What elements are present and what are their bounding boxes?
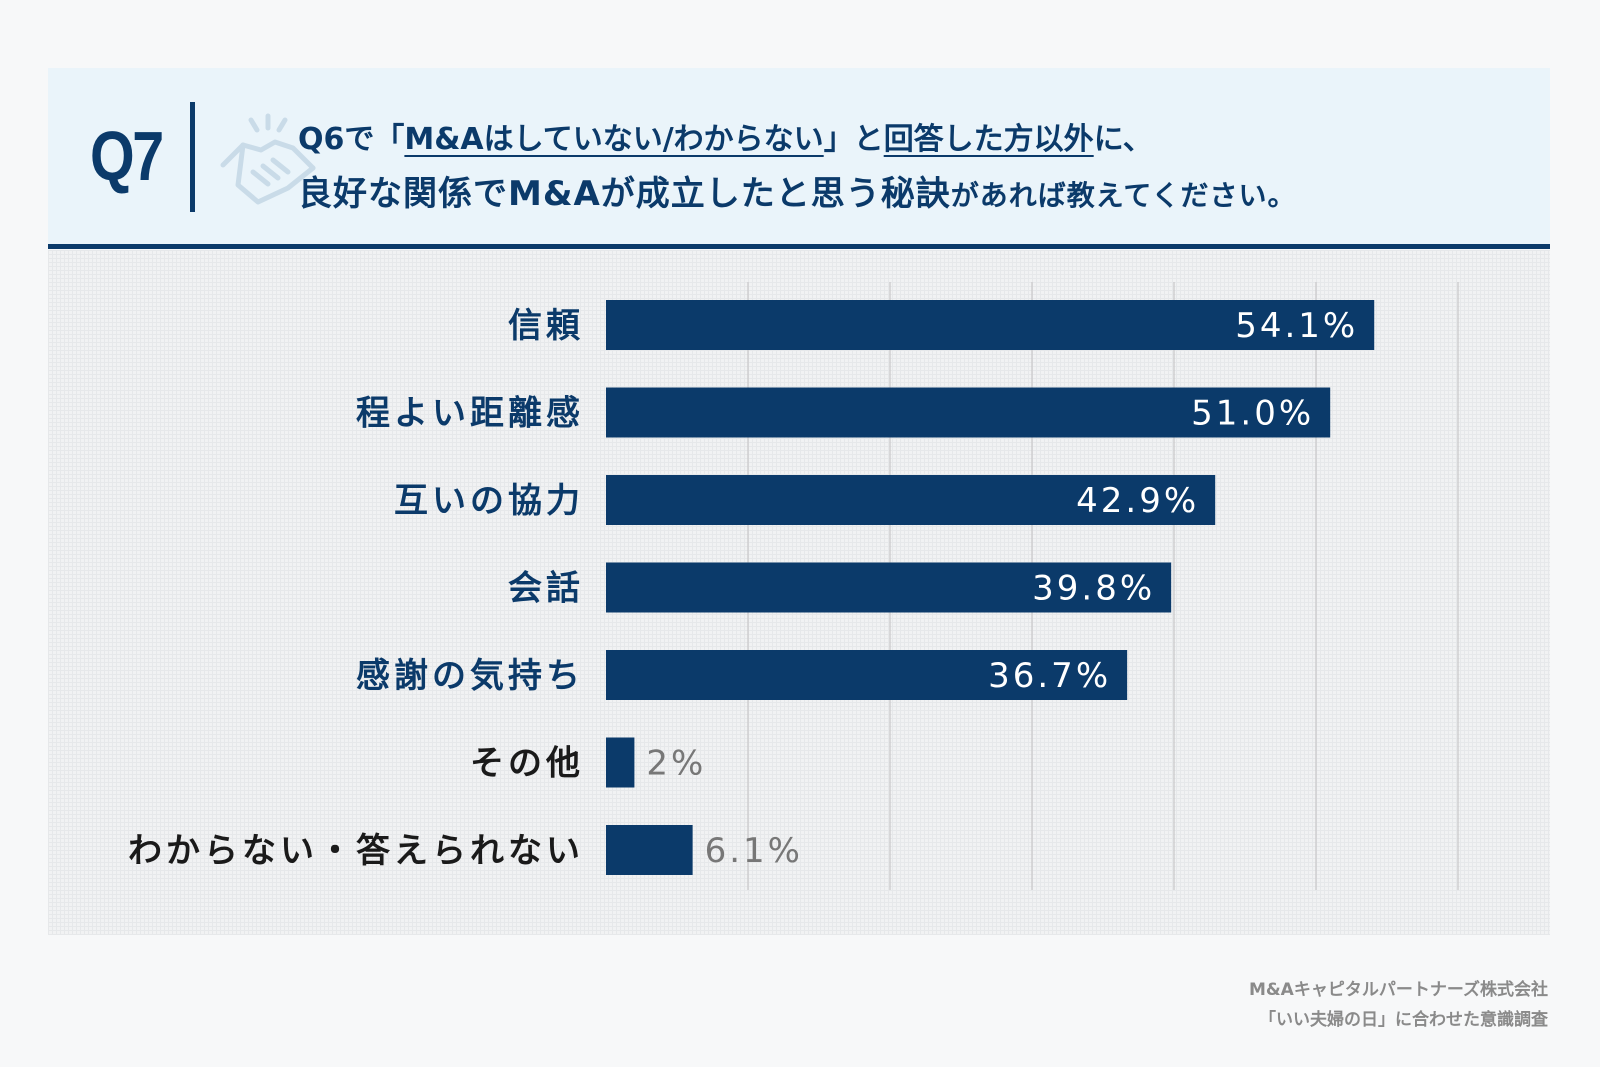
source-note: M&Aキャピタルパートナーズ株式会社 「いい夫婦の日」に合わせた意識調査 bbox=[1249, 975, 1548, 1035]
question-line-1-prefix: Q6で「 bbox=[298, 122, 405, 157]
value-label: 54.1% bbox=[1235, 306, 1358, 346]
value-label: 6.1% bbox=[705, 831, 803, 871]
question-line-2-small: があれば教えてください。 bbox=[950, 179, 1297, 212]
bar bbox=[606, 475, 1216, 525]
category-label: 程よい距離感 bbox=[356, 394, 584, 434]
value-label: 51.0% bbox=[1191, 394, 1314, 434]
question-underline-b: 回答した方以外 bbox=[883, 122, 1094, 157]
bar bbox=[606, 387, 1331, 438]
bar bbox=[606, 650, 1128, 700]
value-label: 36.7% bbox=[988, 656, 1111, 696]
handshake-icon bbox=[220, 113, 316, 205]
bar bbox=[606, 300, 1375, 350]
question-line-2: 良好な関係でM&Aが成立したと思う秘訣があれば教えてください。 bbox=[298, 166, 1297, 215]
question-line-2-main: 良好な関係でM&Aが成立したと思う秘訣 bbox=[298, 174, 951, 214]
question-line-1: Q6で「M&Aはしていない/わからない」と回答した方以外に、 bbox=[298, 114, 1153, 158]
category-label: 信頼 bbox=[508, 306, 584, 346]
value-label: 2% bbox=[646, 744, 706, 784]
question-line-1-suffix: に、 bbox=[1093, 122, 1153, 157]
bar bbox=[606, 562, 1172, 613]
bar bbox=[606, 825, 693, 875]
question-number: Q7 bbox=[90, 117, 164, 195]
category-label: その他 bbox=[470, 744, 584, 784]
value-label: 42.9% bbox=[1076, 481, 1199, 521]
category-label: 感謝の気持ち bbox=[356, 656, 584, 696]
question-underline-a: M&Aはしていない/わからない bbox=[404, 122, 824, 157]
category-label: 会話 bbox=[508, 569, 584, 609]
header-divider bbox=[190, 102, 195, 212]
value-label: 39.8% bbox=[1032, 569, 1155, 609]
category-label: 互いの協力 bbox=[394, 481, 584, 521]
category-label: わからない・答えられない bbox=[128, 831, 584, 871]
source-company: M&Aキャピタルパートナーズ株式会社 bbox=[1248, 980, 1548, 1000]
question-line-1-mid: 」と bbox=[823, 122, 884, 157]
source-survey: 「いい夫婦の日」に合わせた意識調査 bbox=[1259, 1010, 1548, 1030]
bar-chart: 信頼 54.1% 程よい距離感 51.0% 互いの協力 42.9% 会話 39.8% 感謝の気持… bbox=[128, 282, 1459, 890]
bar bbox=[606, 737, 635, 788]
chart-panel: 信頼 54.1% 程よい距離感 51.0% 互いの協力 42.9% 会話 39.8% 感謝の気持… bbox=[48, 250, 1550, 935]
question-header: Q7 Q6で「M&Aはしていない/わからない」と回答した方以外に、 良好な関係で… bbox=[48, 68, 1550, 249]
